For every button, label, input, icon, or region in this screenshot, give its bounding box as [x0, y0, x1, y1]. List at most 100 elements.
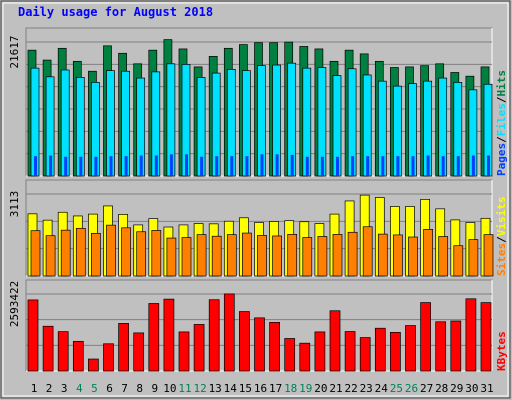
bar-sites	[166, 237, 177, 277]
panel-max-label: 21617	[8, 35, 21, 68]
bar-sites	[75, 227, 86, 277]
chart-panels: 21617Pages/Files/Hits3113Sites/Visits259…	[8, 27, 508, 372]
bar-sites	[121, 227, 131, 277]
bar-pages	[471, 155, 475, 176]
bar-pages	[200, 156, 204, 176]
bar-kbytes	[178, 331, 190, 372]
bar-kbytes	[57, 331, 69, 372]
bar-pages	[456, 156, 460, 176]
bar-pages	[124, 156, 128, 176]
bar-kbytes	[450, 320, 462, 372]
bar-sites	[181, 237, 192, 277]
bar-sites	[347, 231, 358, 277]
bar-pages	[426, 155, 430, 176]
bar-sites	[468, 239, 479, 277]
bar-sites	[302, 237, 313, 277]
x-axis-tick-labels: 1 2 3 4 5 6 7 8 9 10 11 12 13 14 15 16 17 18 19 20 21 22 23 24 2…	[31, 382, 494, 395]
legend-separator: /	[495, 96, 508, 103]
bar-pages	[79, 156, 83, 176]
bar-sites	[257, 235, 267, 277]
legend-entry: Pages	[495, 143, 508, 176]
x-tick-label: 18	[284, 382, 297, 395]
kbytes-panel: 2593422 KBytes	[8, 279, 508, 372]
bar-kbytes	[163, 298, 175, 372]
bar-kbytes	[269, 321, 280, 372]
panel-legend: Sites/Visits	[495, 197, 508, 277]
x-tick-label: 24	[375, 382, 389, 395]
bar-kbytes	[314, 331, 326, 372]
bar-sites	[362, 226, 373, 277]
bar-pages	[230, 156, 234, 176]
bar-kbytes	[405, 325, 416, 372]
bar-sites	[423, 229, 433, 277]
legend-entry: Files	[495, 103, 508, 136]
x-tick-label: 7	[121, 382, 128, 395]
bar-pages	[185, 154, 188, 176]
x-tick-label: 30	[465, 382, 478, 395]
bar-sites	[287, 234, 298, 277]
legend-entry: Hits	[495, 70, 508, 97]
panel-max-label: 2593422	[8, 281, 21, 327]
bar-sites	[196, 234, 207, 277]
legend-entry: KBytes	[495, 331, 508, 371]
bar-pages	[336, 156, 339, 176]
bar-pages	[64, 156, 68, 176]
x-tick-label: 17	[269, 382, 282, 395]
bar-kbytes	[72, 340, 84, 372]
x-tick-label: 21	[329, 382, 342, 395]
bar-kbytes	[223, 293, 235, 372]
x-tick-label: 15	[239, 382, 252, 395]
bar-sites	[60, 229, 71, 277]
bar-pages	[109, 156, 113, 176]
bar-sites	[332, 234, 343, 277]
bar-kbytes	[239, 311, 250, 372]
visits-panel: 3113 Sites/Visits	[8, 179, 508, 277]
bar-kbytes	[133, 332, 145, 372]
bar-pages	[351, 156, 355, 176]
panel-max-label: 3113	[8, 191, 21, 218]
bar-sites	[226, 234, 237, 277]
x-tick-label: 25	[390, 382, 403, 395]
bar-pages	[290, 154, 294, 176]
bar-pages	[154, 155, 158, 176]
bar-sites	[151, 230, 162, 277]
bar-pages	[305, 156, 309, 176]
x-tick-label: 5	[91, 382, 98, 395]
bar-sites	[393, 234, 403, 277]
bar-kbytes	[344, 331, 356, 372]
x-tick-label: 6	[106, 382, 113, 395]
bar-kbytes	[88, 358, 99, 372]
bar-sites	[45, 235, 56, 277]
legend-separator: /	[495, 236, 508, 243]
bar-pages	[441, 156, 445, 176]
bar-sites	[30, 230, 41, 277]
bar-sites	[242, 232, 252, 277]
bar-kbytes	[435, 321, 447, 372]
bar-pages	[411, 156, 415, 176]
bar-sites	[317, 236, 328, 277]
bar-sites	[453, 245, 464, 277]
legend-entry: Visits	[495, 197, 508, 237]
panel-legend: Pages/Files/Hits	[495, 70, 508, 176]
bar-kbytes	[284, 338, 296, 372]
x-tick-label: 16	[254, 382, 267, 395]
legend-separator: /	[495, 136, 508, 143]
bar-kbytes	[329, 310, 341, 372]
x-tick-label: 11	[178, 382, 191, 395]
bar-kbytes	[359, 337, 371, 372]
bar-kbytes	[193, 324, 205, 372]
bar-pages	[169, 154, 173, 176]
x-tick-label: 12	[193, 382, 206, 395]
bar-kbytes	[420, 302, 431, 372]
bar-kbytes	[27, 299, 39, 372]
bar-sites	[106, 224, 116, 277]
x-tick-label: 31	[480, 382, 493, 395]
x-tick-label: 10	[163, 382, 176, 395]
bar-kbytes	[148, 303, 160, 372]
bar-pages	[49, 155, 53, 176]
outer-border-highlight	[2, 2, 509, 397]
bar-kbytes	[118, 323, 129, 372]
bar-pages	[320, 156, 324, 176]
bar-pages	[366, 156, 370, 176]
